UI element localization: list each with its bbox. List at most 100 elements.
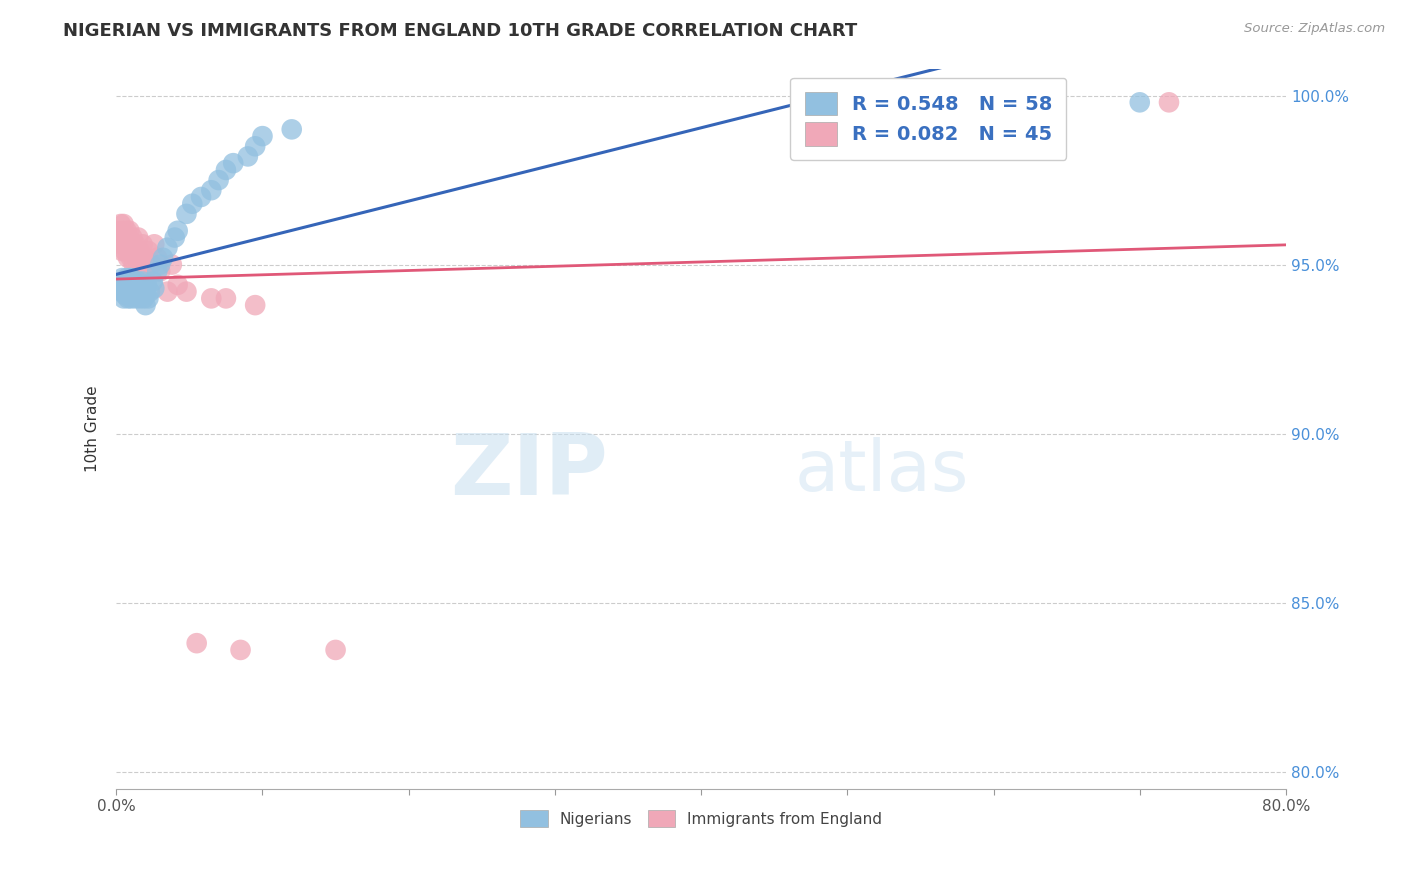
Text: Source: ZipAtlas.com: Source: ZipAtlas.com [1244, 22, 1385, 36]
Y-axis label: 10th Grade: 10th Grade [86, 385, 100, 472]
Point [115, 224, 138, 238]
Point [222, 156, 245, 170]
Point [117, 251, 139, 265]
Point [149, 258, 172, 272]
Point [121, 277, 143, 292]
Point [125, 288, 148, 302]
Point [117, 230, 139, 244]
Point [132, 292, 155, 306]
Point [111, 244, 134, 258]
Point [120, 237, 142, 252]
Point [114, 244, 136, 258]
Point [134, 264, 156, 278]
Legend: Nigerians, Immigrants from England: Nigerians, Immigrants from England [512, 802, 890, 835]
Point [128, 244, 150, 258]
Point [131, 275, 153, 289]
Point [108, 277, 131, 292]
Point [111, 285, 134, 299]
Point [143, 281, 166, 295]
Point [124, 292, 146, 306]
Text: atlas: atlas [794, 437, 969, 507]
Point [200, 183, 222, 197]
Point [280, 122, 302, 136]
Point [112, 217, 135, 231]
Point [115, 271, 138, 285]
Point [122, 285, 145, 299]
Point [122, 275, 145, 289]
Point [122, 258, 145, 272]
Point [132, 251, 155, 265]
Point [243, 139, 266, 153]
Point [121, 230, 143, 244]
Point [143, 237, 166, 252]
Point [121, 288, 143, 302]
Point [160, 258, 183, 272]
Point [163, 230, 186, 244]
Point [146, 251, 169, 265]
Point [138, 244, 160, 258]
Point [129, 258, 152, 272]
Point [112, 277, 135, 292]
Point [117, 292, 139, 306]
Point [131, 237, 153, 252]
Point [120, 251, 142, 265]
Point [114, 288, 136, 302]
Point [112, 237, 135, 252]
Point [125, 277, 148, 292]
Point [215, 292, 238, 306]
Point [127, 275, 149, 289]
Point [134, 288, 156, 302]
Point [110, 281, 132, 295]
Point [108, 237, 131, 252]
Point [120, 271, 142, 285]
Point [110, 217, 132, 231]
Point [1157, 95, 1180, 110]
Point [115, 281, 138, 295]
Point [176, 285, 198, 299]
Point [207, 173, 229, 187]
Point [215, 163, 238, 178]
Point [118, 285, 141, 299]
Point [252, 129, 274, 144]
Point [127, 230, 149, 244]
Point [131, 285, 153, 299]
Point [124, 277, 146, 292]
Point [139, 285, 162, 299]
Point [186, 636, 208, 650]
Point [134, 298, 156, 312]
Point [176, 207, 198, 221]
Point [136, 277, 159, 292]
Point [229, 643, 252, 657]
Point [118, 271, 141, 285]
Point [124, 237, 146, 252]
Point [112, 292, 135, 306]
Point [125, 251, 148, 265]
Point [114, 230, 136, 244]
Point [156, 285, 179, 299]
Point [118, 244, 141, 258]
Point [120, 292, 142, 306]
Point [115, 237, 138, 252]
Point [120, 281, 142, 295]
Point [166, 224, 188, 238]
Point [236, 149, 259, 163]
Point [166, 277, 188, 292]
Point [107, 224, 129, 238]
Point [142, 275, 165, 289]
Point [117, 277, 139, 292]
Point [128, 281, 150, 295]
Point [121, 244, 143, 258]
Point [325, 643, 347, 657]
Point [243, 298, 266, 312]
Point [181, 196, 204, 211]
Point [111, 271, 134, 285]
Point [146, 264, 169, 278]
Point [141, 258, 163, 272]
Point [138, 292, 160, 306]
Point [149, 264, 172, 278]
Point [110, 230, 132, 244]
Point [152, 251, 174, 265]
Point [1129, 95, 1152, 110]
Point [128, 292, 150, 306]
Point [200, 292, 222, 306]
